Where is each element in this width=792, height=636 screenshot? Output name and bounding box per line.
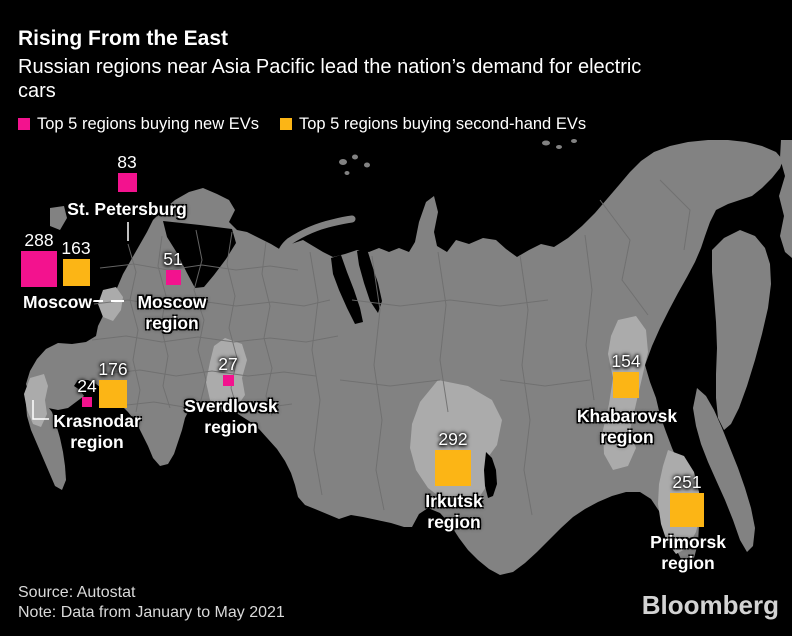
bloomberg-logo: Bloomberg — [641, 590, 779, 620]
source-note: Source: Autostat — [18, 584, 136, 601]
sakhalin-island-shape — [693, 388, 755, 552]
arctic-island — [556, 145, 562, 149]
water-cutouts — [163, 221, 497, 498]
chart-subtitle: Russian regions near Asia Pacific lead t… — [18, 56, 642, 102]
map-marker-st-petersburg-new — [117, 172, 137, 192]
ob-gulf-shape — [357, 249, 382, 313]
marker-value-label: 292 — [438, 429, 468, 449]
marker-value-label: 27 — [218, 353, 238, 374]
chart-legend: Top 5 regions buying new EVs Top 5 regio… — [18, 116, 770, 132]
region-label-khabarovsk-region: Khabarovsk region — [576, 406, 678, 447]
region-borders — [91, 179, 691, 516]
region-label-moscow: Moscow — [23, 292, 93, 312]
map-marker-sverdlovsk-new — [222, 374, 234, 386]
region-label-sverdlovsk-region: Sverdlovsk region — [184, 396, 278, 437]
marker-value-label: 154 — [611, 351, 641, 371]
irkutsk-region-highlight — [410, 380, 502, 506]
lake-baikal-shape — [484, 452, 497, 498]
moscow-region-highlight — [98, 287, 123, 321]
region-label-irkutsk-region: Irkutsk region — [425, 491, 483, 532]
region-label-st-petersburg: St. Petersburg — [67, 199, 187, 219]
map-marker-krasnodar-second-hand — [99, 380, 127, 408]
map-marker-krasnodar-new — [82, 397, 92, 407]
krasnodar-coast-highlight — [24, 374, 48, 427]
legend-swatch-second-hand-evs — [279, 118, 292, 130]
region-label-moscow-region: Moscow region — [137, 292, 207, 333]
legend-label-second-hand-evs: Top 5 regions buying second-hand EVs — [298, 115, 587, 133]
arctic-island — [339, 159, 347, 165]
chart-footer: Source: Autostat Note: Data from January… — [18, 583, 285, 623]
arctic-island — [352, 154, 358, 160]
chart-header: Rising From the East Russian regions nea… — [18, 26, 770, 132]
kamchatka-shape — [712, 230, 771, 430]
marker-value-label: 24 — [77, 376, 97, 396]
map-marker-moscow-second-hand — [62, 258, 90, 286]
label-connectors — [32, 222, 129, 420]
arctic-island — [364, 162, 370, 168]
legend-swatch-new-evs — [18, 118, 30, 130]
legend-label-new-evs: Top 5 regions buying new EVs — [37, 115, 259, 133]
krasnodar-connector-line — [32, 400, 49, 420]
map-marker-primorsk-second-hand — [670, 493, 704, 527]
marker-value-label: 163 — [61, 237, 91, 258]
region-label-primorsk-region: Primorsk region — [650, 532, 726, 573]
arctic-island — [344, 171, 350, 175]
data-note: Note: Data from January to May 2021 — [18, 604, 285, 621]
ob-gulf-shape — [331, 255, 363, 324]
map-marker-khabarovsk-second-hand — [613, 372, 639, 398]
white-sea-shape — [163, 221, 236, 288]
map-marker-moscow-region-new — [165, 269, 181, 285]
marker-value-label: 83 — [117, 151, 137, 172]
map-marker-moscow-new — [21, 251, 57, 287]
scandinavia-fragment-shape — [50, 206, 67, 230]
alaska-strip-shape — [779, 140, 792, 258]
map-marker-irkutsk-second-hand — [435, 450, 471, 486]
arctic-island — [542, 140, 550, 146]
chart-title: Rising From the East — [18, 27, 229, 50]
marker-value-label: 176 — [98, 359, 128, 379]
region-label-krasnodar-region: Krasnodar region — [53, 411, 141, 452]
marker-value-label: 288 — [24, 230, 54, 250]
novaya-zemlya-shape — [276, 215, 356, 279]
arctic-island — [571, 139, 577, 143]
marker-value-label: 51 — [163, 248, 183, 269]
marker-value-label: 251 — [672, 472, 702, 492]
